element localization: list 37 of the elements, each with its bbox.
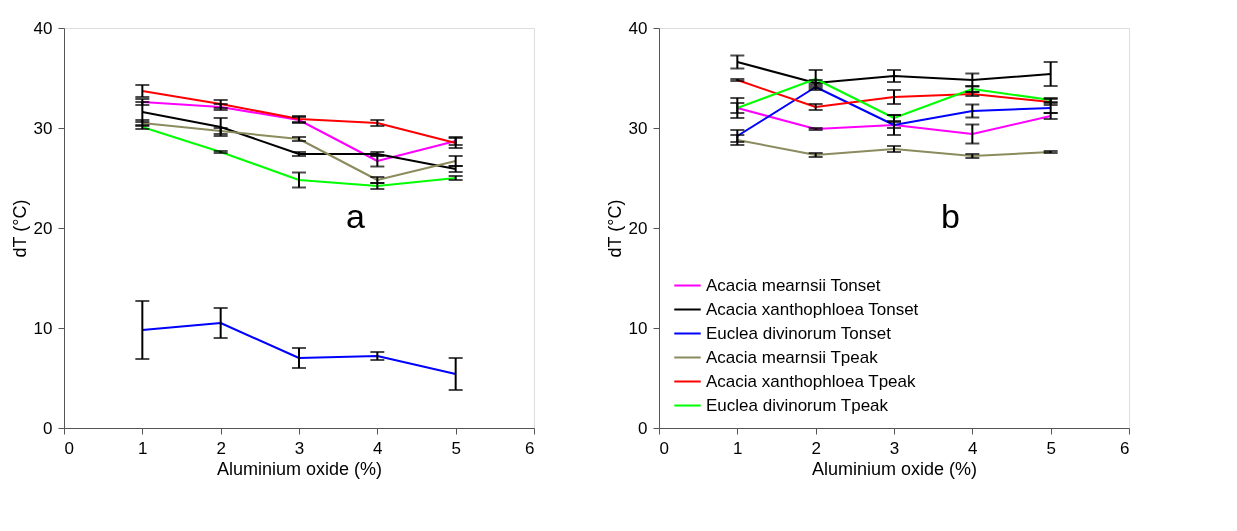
x-tick-label: 3 xyxy=(889,438,900,458)
x-tick-label: 3 xyxy=(294,438,305,458)
y-tick-label: 20 xyxy=(628,218,648,238)
y-axis-title: dT (°C) xyxy=(604,199,625,258)
y-tick-label: 0 xyxy=(638,418,648,438)
x-tick-label: 6 xyxy=(1120,438,1130,458)
x-tick-label: 4 xyxy=(968,438,978,458)
y-tick-label: 30 xyxy=(33,118,53,138)
y-tick-label: 20 xyxy=(33,218,53,238)
x-tick-label: 4 xyxy=(373,438,383,458)
annotation: b xyxy=(940,197,960,235)
x-tick-label: 2 xyxy=(216,438,226,458)
annotation: a xyxy=(345,197,365,235)
legend-label: Acacia xanthophloea Tpeak xyxy=(706,371,916,391)
x-tick-label: 0 xyxy=(64,438,74,458)
x-tick-label: 5 xyxy=(451,438,461,458)
x-tick-label: 0 xyxy=(659,438,669,458)
y-tick-label: 30 xyxy=(628,118,648,138)
y-tick-label: 40 xyxy=(33,18,53,38)
legend-label: Acacia mearnsii Tpeak xyxy=(706,347,879,367)
legend-label: Euclea divinorum Tonset xyxy=(706,323,892,343)
y-axis-title: dT (°C) xyxy=(9,199,30,258)
y-tick-label: 10 xyxy=(628,318,648,338)
x-tick-label: 1 xyxy=(138,438,148,458)
x-tick-label: 5 xyxy=(1046,438,1056,458)
y-tick-label: 40 xyxy=(628,18,648,38)
legend-label: Acacia mearnsii Tonset xyxy=(706,275,881,295)
legend-label: Euclea divinorum Tpeak xyxy=(706,395,889,415)
x-axis-title: Aluminium oxide (%) xyxy=(811,458,978,479)
x-tick-label: 2 xyxy=(811,438,821,458)
x-tick-label: 6 xyxy=(525,438,535,458)
y-tick-label: 10 xyxy=(33,318,53,338)
x-axis-title: Aluminium oxide (%) xyxy=(216,458,383,479)
y-tick-label: 0 xyxy=(43,418,53,438)
x-tick-label: 1 xyxy=(733,438,743,458)
legend-label: Acacia xanthophloea Tonset xyxy=(706,299,919,319)
line-series xyxy=(141,322,457,375)
